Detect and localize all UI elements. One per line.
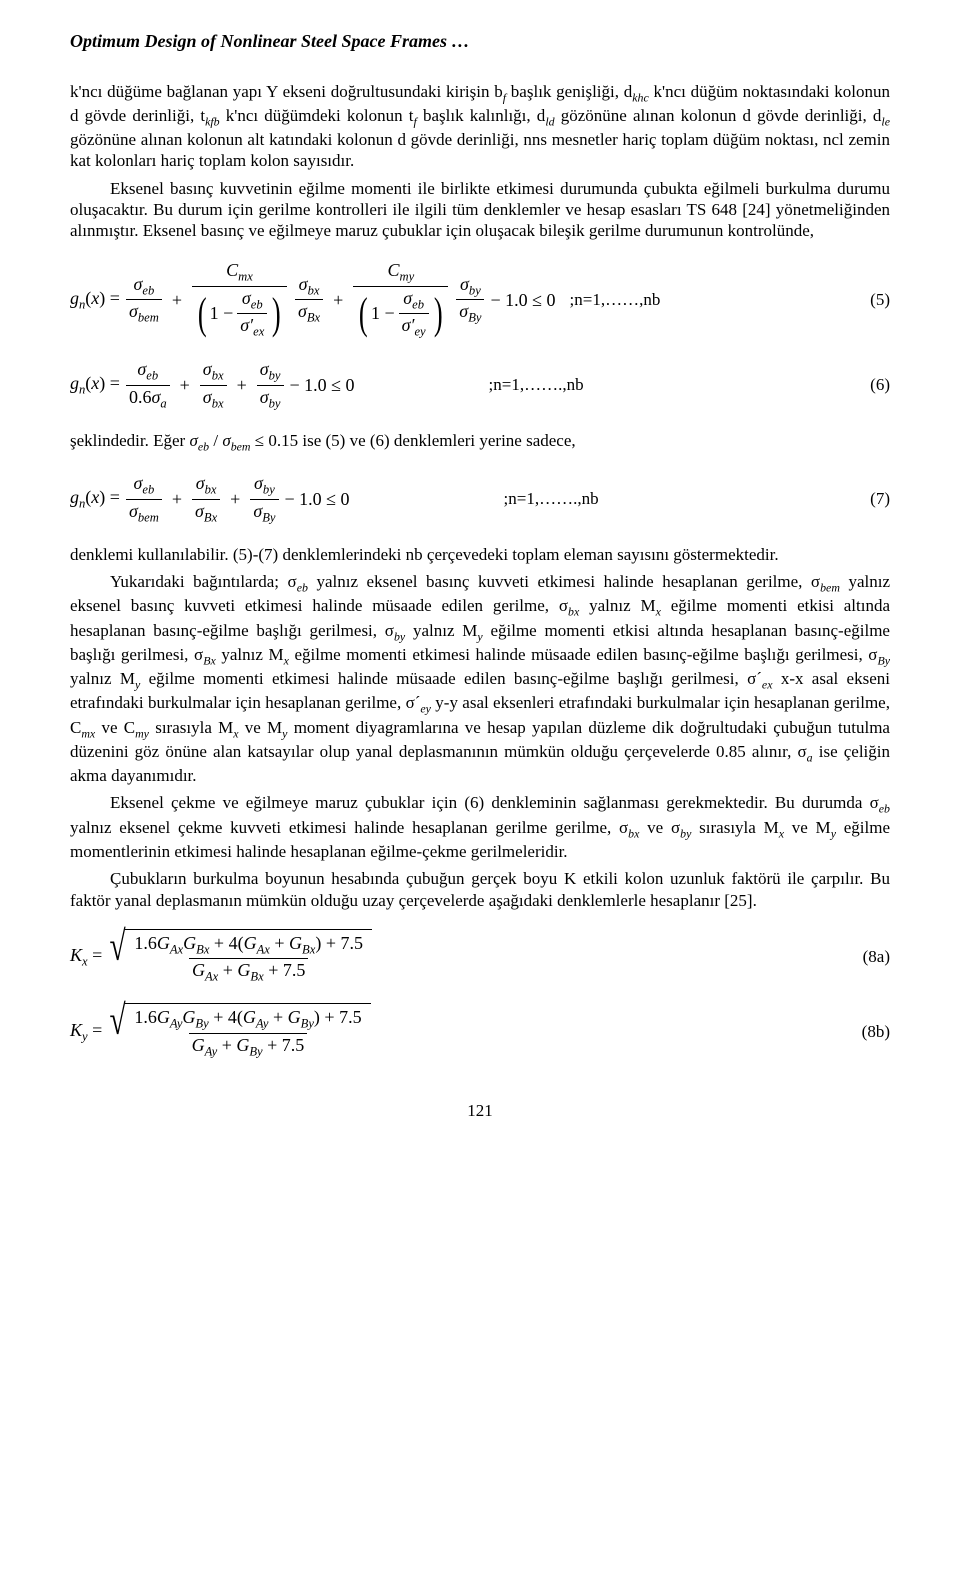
paragraph-4: Yukarıdaki bağıntılarda; σeb yalnız ekse… [70, 571, 890, 786]
page-running-title: Optimum Design of Nonlinear Steel Space … [70, 30, 890, 53]
paragraph-1: k'ncı düğüme bağlanan yapı Y ekseni doğr… [70, 81, 890, 172]
equation-6: gn(x) = σeb 0.6σa + σbx σbx + σby σby − … [70, 358, 890, 412]
equation-8b: Ky = √ 1.6GAyGBy + 4(GAy + GBy) + 7.5 GA… [70, 1003, 890, 1060]
equation-8a: Kx = √ 1.6GAxGBx + 4(GAx + GBx) + 7.5 GA… [70, 929, 890, 986]
paragraph-3: denklemi kullanılabilir. (5)-(7) denklem… [70, 544, 890, 565]
paragraph-1b: Eksenel basınç kuvvetinin eğilme momenti… [70, 178, 890, 242]
paragraph-2: şeklindedir. Eğer σeb / σbem ≤ 0.15 ise … [70, 430, 890, 454]
paragraph-5: Eksenel çekme ve eğilmeye maruz çubuklar… [70, 792, 890, 862]
page-number: 121 [70, 1100, 890, 1121]
equation-7: gn(x) = σeb σbem + σbx σBx + σby σBy − 1… [70, 472, 890, 526]
paragraph-6: Çubukların burkulma boyunun hesabında çu… [70, 868, 890, 911]
equation-5: gn(x) = σeb σbem + Cmx ( 1 − σeb σ′ex ) [70, 259, 890, 340]
